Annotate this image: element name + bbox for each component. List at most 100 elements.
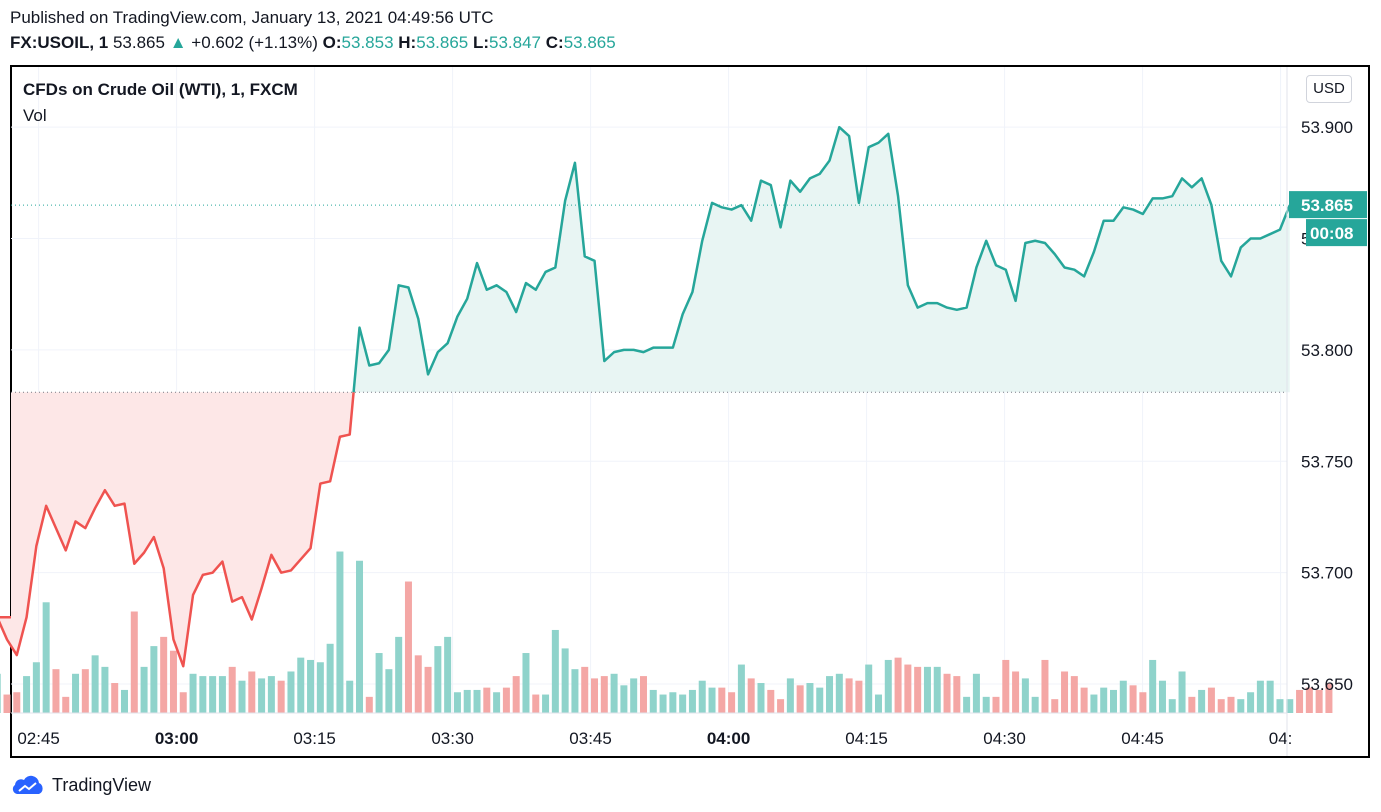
footer-brand-text: TradingView (52, 774, 152, 795)
volume-bar (992, 696, 1000, 713)
volume-bar (1129, 685, 1137, 713)
price-lines (0, 125, 1291, 668)
volume-bar (81, 669, 89, 713)
volume-bar (1158, 680, 1166, 713)
volume-bar (1305, 687, 1313, 713)
volume-bar (679, 694, 687, 713)
volume-bar (1286, 699, 1294, 713)
x-tick-label: 04:00 (707, 729, 750, 748)
volume-bar (747, 678, 755, 713)
countdown-tag: 00:08 (1310, 224, 1353, 243)
published-caption: Published on TradingView.com, January 13… (10, 8, 494, 27)
x-tick-label: 04:30 (983, 729, 1026, 748)
volume-bar (1070, 676, 1078, 713)
volume-bar (826, 676, 834, 713)
volume-bar (307, 659, 315, 713)
volume-bar (336, 551, 344, 713)
below-baseline-fill (0, 392, 354, 667)
volume-bar (1276, 699, 1284, 713)
volume-bar (101, 666, 109, 713)
volume-bar (91, 655, 99, 713)
volume-bar (316, 662, 324, 713)
volume-bar (258, 678, 266, 713)
volume-bar (375, 653, 383, 713)
volume-bar (786, 678, 794, 713)
volume-bar (1149, 659, 1157, 713)
volume-bar (346, 680, 354, 713)
currency-button[interactable]: USD (1306, 75, 1352, 103)
volume-bar (728, 692, 736, 713)
footer-branding[interactable]: TradingView (10, 773, 151, 797)
close-value: 53.865 (563, 33, 616, 52)
volume-bar (42, 602, 50, 713)
volume-bar (659, 694, 667, 713)
volume-bar (238, 680, 246, 713)
volume-bar (532, 694, 540, 713)
volume-bar (767, 689, 775, 713)
volume-bar (1168, 699, 1176, 713)
volume-bar (649, 689, 657, 713)
volume-bar (248, 671, 256, 713)
volume-bar (140, 666, 148, 713)
high-value: 53.865 (416, 33, 469, 52)
volume-bar (894, 657, 902, 713)
price-tags: 53.865 00:08 (1289, 191, 1367, 247)
x-tick-label: 03:30 (431, 729, 474, 748)
volume-bar (1061, 671, 1069, 713)
volume-bar (1217, 699, 1225, 713)
x-tick-label: 03:00 (155, 729, 198, 748)
volume-bar (160, 636, 168, 713)
volume-bar (639, 676, 647, 713)
x-tick-label: 04: (1269, 729, 1293, 748)
volume-bar (914, 666, 922, 713)
volume-bar (150, 646, 158, 713)
volume-bar (1110, 689, 1118, 713)
volume-bar (688, 689, 696, 713)
volume-bar (385, 669, 393, 713)
volume-bars (0, 551, 1333, 713)
y-tick-label: 53.650 (1301, 675, 1353, 694)
chart-title: CFDs on Crude Oil (WTI), 1, FXCM (23, 80, 298, 99)
x-tick-label: 02:45 (17, 729, 60, 748)
volume-bar (1139, 692, 1147, 713)
volume-bar (620, 685, 628, 713)
price-line-up (352, 125, 1291, 393)
volume-bar (610, 673, 618, 713)
volume-bar (522, 653, 530, 713)
volume-bar (777, 699, 785, 713)
volume-bar (424, 666, 432, 713)
volume-bar (1051, 699, 1059, 713)
volume-bar (816, 687, 824, 713)
volume-bar (855, 680, 863, 713)
volume-bar (904, 664, 912, 713)
volume-bar (62, 696, 70, 713)
y-tick-label: 53.800 (1301, 341, 1353, 360)
volume-bar (1041, 659, 1049, 713)
last-price-tag-bg (1289, 191, 1367, 219)
volume-bar (1012, 671, 1020, 713)
volume-bar (23, 676, 31, 713)
volume-bar (1315, 689, 1323, 713)
volume-bar (551, 629, 559, 713)
volume-bar (963, 696, 971, 713)
volume-bar (718, 687, 726, 713)
volume-bar (287, 671, 295, 713)
volume-bar (120, 689, 128, 713)
volume-bar (1247, 692, 1255, 713)
volume-bar (845, 678, 853, 713)
low-label: L: (472, 33, 490, 52)
up-arrow-icon: ▲ (169, 33, 187, 52)
volume-bar (1031, 696, 1039, 713)
volume-bar (199, 676, 207, 713)
volume-bar (737, 664, 745, 713)
countdown-tag-bg (1306, 219, 1367, 247)
volume-bar (796, 685, 804, 713)
volume-bar (228, 666, 236, 713)
volume-bar (874, 694, 882, 713)
volume-bar (130, 611, 138, 713)
volume-bar (267, 676, 275, 713)
y-tick-label: 53.750 (1301, 452, 1353, 471)
volume-bar (13, 692, 21, 713)
volume-bar (0, 673, 1, 713)
